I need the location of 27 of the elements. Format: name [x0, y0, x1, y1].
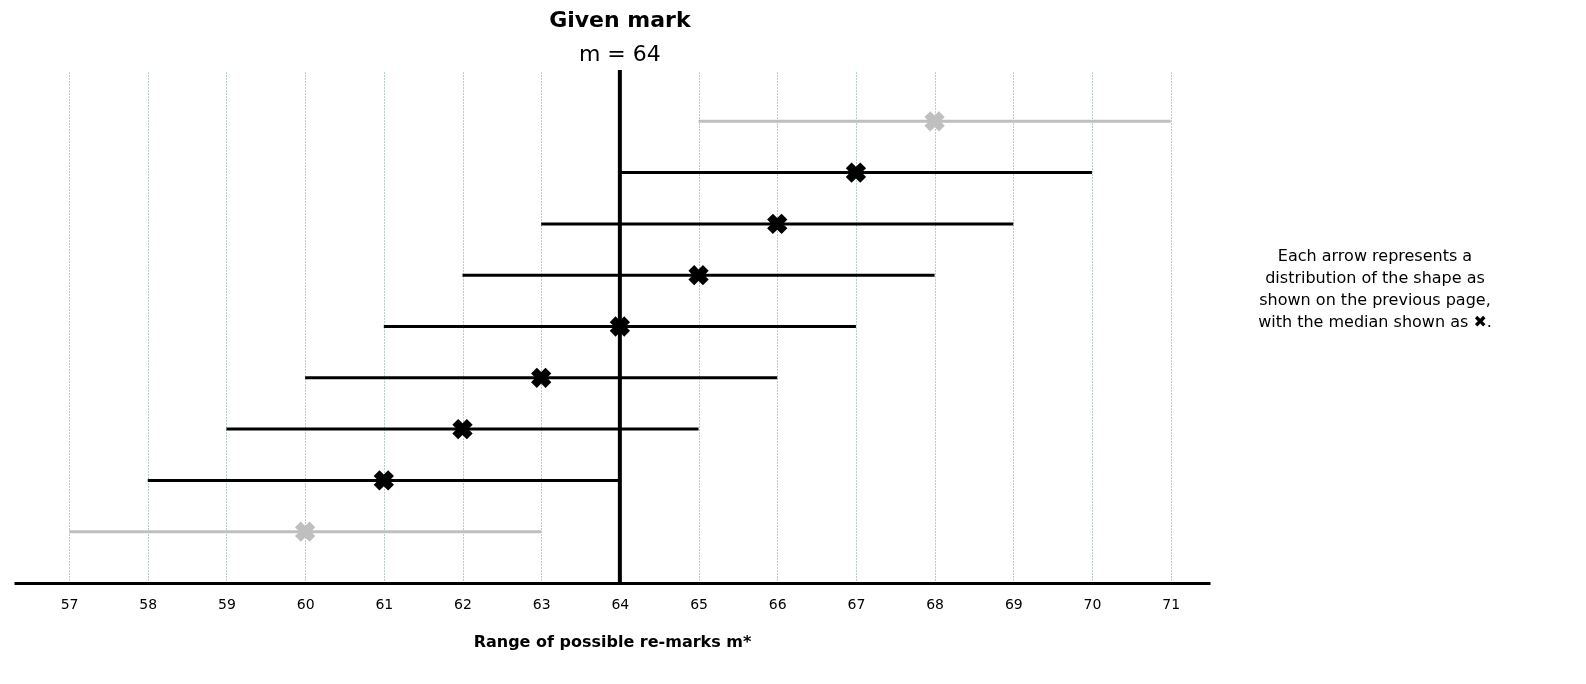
x-tick-label: 66	[768, 595, 787, 612]
x-tick-label: 60	[296, 595, 315, 612]
x-tick-label: 70	[1083, 595, 1102, 612]
x-tick-label: 68	[926, 595, 945, 612]
x-tick-label: 61	[375, 595, 394, 612]
x-tick-label: 64	[611, 595, 630, 612]
point	[531, 367, 552, 388]
x-tick-label: 58	[139, 595, 158, 612]
x-tick-label: 67	[847, 595, 866, 612]
point	[845, 162, 867, 183]
point	[924, 111, 945, 132]
chart-title: Given mark	[549, 7, 692, 32]
x-axis-title: Range of possible re-marks m*	[473, 631, 753, 651]
text: Each arrow represents a distribution of the shape as shown on the previous page, with the median shown as ✖.	[1258, 246, 1492, 331]
point	[688, 265, 709, 286]
x-tick-label: 62	[454, 595, 472, 612]
point	[767, 213, 788, 235]
point	[452, 418, 473, 440]
x-tick-label: 71	[1162, 595, 1181, 612]
x-tick-label: 63	[532, 595, 551, 612]
point	[294, 521, 316, 542]
ref-line-label: m = 64	[578, 41, 661, 66]
x-tick-label: 57	[60, 595, 79, 612]
x-tick-label: 69	[1004, 595, 1023, 612]
x-tick-label: 59	[218, 595, 236, 612]
point	[373, 470, 394, 491]
x-tick-label: 65	[690, 595, 708, 612]
